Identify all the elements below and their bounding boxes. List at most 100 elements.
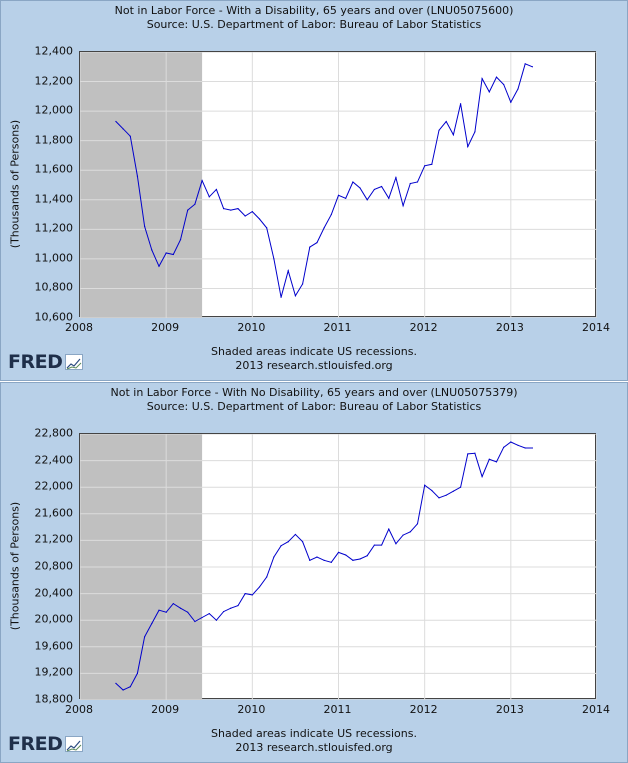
- data-point: [395, 543, 397, 545]
- chart-thumbnail-icon: [65, 736, 84, 752]
- x-tick-label: 2013: [495, 703, 524, 716]
- data-point: [531, 66, 533, 68]
- data-point: [179, 239, 182, 241]
- y-axis-label: (Thousands of Persons): [8, 119, 22, 249]
- data-point: [337, 551, 340, 553]
- data-point: [129, 135, 131, 137]
- data-point: [215, 188, 218, 191]
- y-tick-label: 19,200: [34, 665, 74, 679]
- data-point: [467, 453, 469, 455]
- y-tick-label: 18,800: [34, 692, 74, 706]
- data-point: [409, 182, 411, 185]
- data-point: [366, 555, 368, 557]
- data-point: [165, 611, 167, 613]
- data-point: [273, 556, 275, 558]
- data-point: [179, 607, 182, 609]
- data-point: [323, 227, 325, 229]
- data-point: [495, 461, 498, 463]
- recession-note: Shaded areas indicate US recessions.: [211, 345, 417, 358]
- y-tick-label: 10,800: [34, 280, 74, 294]
- data-point: [144, 225, 146, 227]
- data-point: [136, 175, 139, 177]
- data-point: [531, 447, 533, 449]
- data-point: [517, 444, 519, 446]
- data-point: [438, 497, 440, 499]
- data-point: [402, 534, 404, 536]
- data-point: [359, 187, 361, 189]
- data-point: [287, 270, 289, 272]
- data-point: [301, 541, 304, 543]
- data-point: [438, 129, 440, 131]
- y-tick-label: 22,400: [34, 453, 74, 467]
- data-point: [158, 609, 160, 611]
- data-point: [467, 145, 469, 148]
- data-point: [524, 63, 526, 65]
- fred-logo-text: FRED: [8, 733, 63, 755]
- data-point: [323, 559, 325, 561]
- data-point: [230, 607, 232, 609]
- data-point: [510, 101, 512, 103]
- data-point: [416, 523, 419, 525]
- data-point: [503, 83, 505, 86]
- data-point: [330, 213, 332, 216]
- data-point: [258, 218, 261, 220]
- data-point: [294, 295, 297, 297]
- data-point: [194, 203, 196, 205]
- data-point: [244, 215, 246, 217]
- line-chart: [80, 434, 597, 700]
- data-point: [445, 120, 447, 123]
- data-point: [115, 682, 117, 684]
- x-tick-label: 2009: [151, 703, 180, 716]
- data-point: [237, 208, 239, 210]
- data-point: [424, 165, 426, 167]
- data-point: [251, 211, 253, 213]
- data-point: [452, 490, 454, 492]
- data-point: [280, 545, 282, 547]
- data-point: [445, 494, 447, 496]
- chart-thumbnail-icon: [65, 354, 84, 370]
- data-point: [517, 88, 519, 90]
- x-tick-label: 2012: [409, 321, 438, 334]
- x-tick-label: 2011: [323, 703, 352, 716]
- data-point: [158, 265, 160, 267]
- y-tick-label: 12,200: [34, 74, 74, 88]
- data-point: [187, 209, 189, 211]
- data-point: [266, 576, 268, 578]
- data-point: [330, 561, 332, 563]
- data-point: [345, 197, 347, 199]
- y-axis-label: (Thousands of Persons): [8, 501, 22, 631]
- data-point: [223, 208, 225, 210]
- data-point: [345, 554, 347, 556]
- footer-source: 2013 research.stlouisfed.org: [235, 741, 393, 754]
- line-chart: [80, 52, 597, 318]
- y-tick-label: 10,600: [34, 310, 74, 324]
- fred-logo-text: FRED: [8, 351, 63, 373]
- data-point: [488, 458, 490, 460]
- x-tick-label: 2011: [323, 321, 352, 334]
- x-tick-label: 2008: [65, 703, 93, 716]
- data-point: [481, 475, 483, 478]
- x-tick-label: 2010: [237, 321, 266, 334]
- chart-title: Not in Labor Force - With a Disability, …: [114, 4, 514, 17]
- y-tick-label: 20,800: [34, 559, 74, 573]
- data-point: [373, 544, 376, 546]
- chart-panel-no-disability: Not in Labor Force - With No Disability,…: [0, 382, 628, 763]
- data-point: [510, 441, 512, 443]
- data-point: [280, 296, 282, 298]
- data-point: [287, 541, 289, 543]
- data-point: [409, 531, 411, 533]
- data-point: [115, 120, 117, 123]
- y-tick-label: 20,000: [34, 612, 74, 626]
- data-point: [301, 283, 304, 285]
- data-point: [244, 593, 246, 595]
- data-point: [459, 103, 462, 105]
- data-point: [495, 76, 498, 78]
- data-point: [122, 689, 124, 691]
- data-point: [359, 558, 361, 560]
- data-point: [395, 177, 397, 179]
- data-point: [474, 131, 476, 133]
- data-point: [201, 616, 203, 619]
- y-tick-label: 11,200: [34, 221, 74, 235]
- data-point: [380, 185, 383, 188]
- data-point: [316, 242, 318, 244]
